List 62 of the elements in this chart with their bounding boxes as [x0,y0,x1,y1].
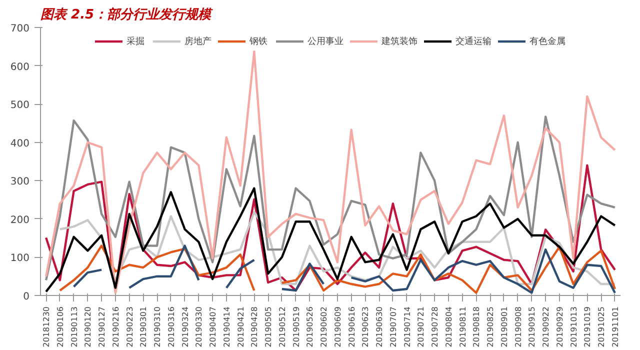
x-tick-label: 20190609 [333,306,342,348]
y-tick-label: 600 [10,62,30,73]
y-tick-label: 100 [10,253,30,264]
x-tick-label: 20190526 [306,306,315,348]
x-tick-label: 20190519 [292,306,301,348]
x-tick-label: 20191019 [583,306,592,348]
x-tick-label: 20190330 [194,306,204,348]
x-tick-label: 20190113 [70,306,79,348]
y-tick-label: 200 [10,214,30,226]
x-tick-label: 20190721 [416,306,426,348]
x-tick-label: 20190623 [361,306,370,348]
legend-label: 有色金属 [530,36,566,48]
x-tick-label: 20190106 [56,306,65,348]
x-tick-label: 20190127 [98,306,107,348]
x-tick-label: 20190908 [514,306,523,348]
y-tick-label: 700 [10,24,30,34]
x-tick-label: 20191025 [597,306,606,348]
line-series [44,116,616,282]
x-tick-label: 20190512 [278,306,287,348]
x-tick-label: 20190407 [208,306,218,348]
legend-label: 房地产 [184,36,212,48]
line-series [44,50,616,294]
x-tick-label: 20190929 [555,306,564,348]
x-tick-label: 20190616 [347,306,356,348]
x-tick-label: 20190310 [153,306,162,348]
x-tick-label: 20190223 [125,306,134,348]
x-tick-label: 20190728 [430,306,440,348]
legend-label: 钢铁 [250,36,268,48]
x-tick-label: 20181230 [42,306,52,348]
chart-title: 图表 2.5：部分行业发行规模 [40,6,214,22]
x-tick-label: 20190630 [375,306,384,348]
x-tick-label: 20190825 [486,306,496,348]
x-tick-label: 20190818 [472,306,482,348]
y-tick-label: 400 [10,138,30,150]
x-tick-label: 20190811 [458,306,468,348]
x-tick-label: 20190901 [500,306,509,348]
x-tick-label: 20190316 [166,306,176,348]
line-series [44,187,616,293]
x-tick-label: 20190421 [236,306,246,348]
x-tick-label: 20190714 [402,306,412,348]
x-tick-label: 20190922 [542,306,551,348]
x-tick-label: 20190602 [320,306,329,348]
line-series [58,210,616,286]
legend-label: 采掘 [126,36,146,48]
y-tick-label: 300 [10,176,30,188]
x-tick-label: 20191101 [610,306,620,348]
x-tick-label: 20191013 [569,306,578,348]
x-tick-label: 20190414 [222,306,232,348]
y-tick-label: 500 [10,100,30,112]
x-tick-label: 20190915 [528,306,537,348]
x-tick-label: 20190216 [111,306,120,348]
x-tick-label: 20190301 [139,306,148,348]
x-tick-label: 20190505 [264,306,274,348]
legend-label: 交通运输 [456,36,492,48]
y-tick-label: 0 [23,292,30,302]
legend-label: 建筑装饰 [382,36,418,48]
x-tick-label: 20190120 [84,306,93,348]
x-tick-label: 20190428 [250,306,260,348]
x-tick-label: 20190324 [180,306,190,348]
legend-label: 公用事业 [308,36,344,48]
x-tick-label: 20190804 [444,306,454,348]
x-tick-label: 20190707 [388,306,398,348]
